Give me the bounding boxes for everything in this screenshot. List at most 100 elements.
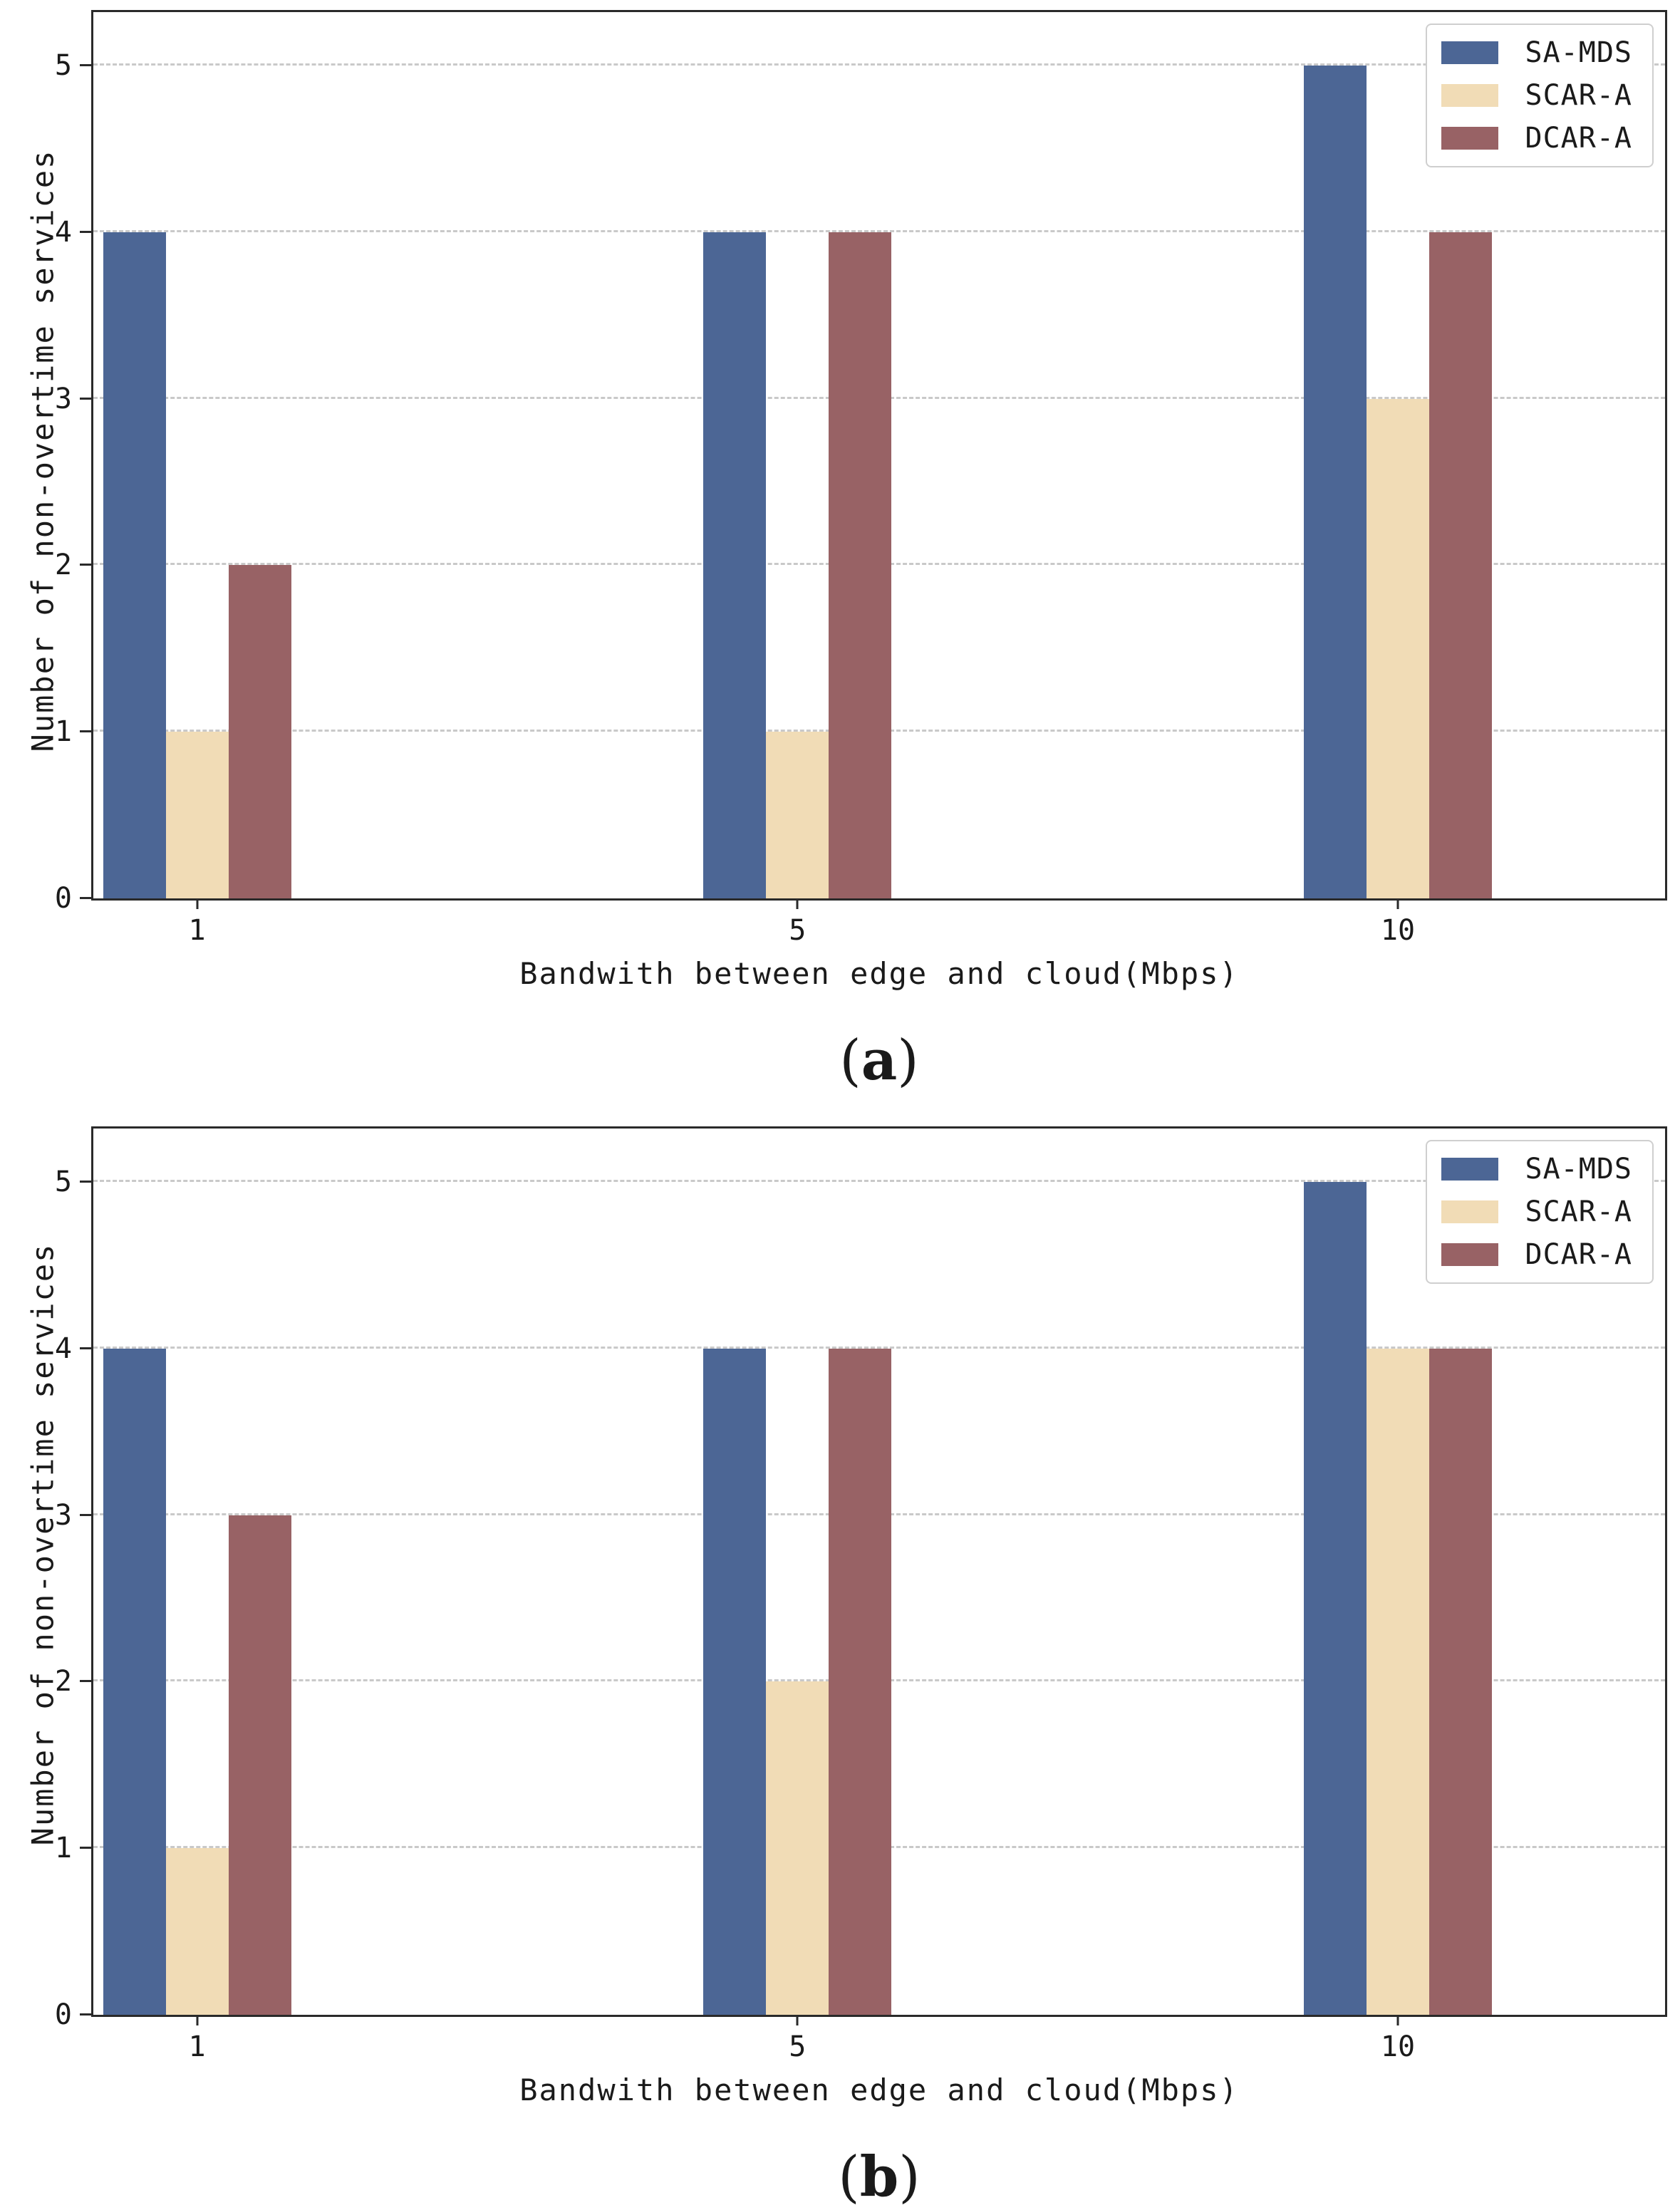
legend-swatch-icon [1441,1243,1498,1266]
y-tick-label: 5 [54,48,72,82]
legend: SA-MDS SCAR-A DCAR-A [1425,1140,1654,1284]
legend-swatch-icon [1441,1200,1498,1223]
legend-item-scar-a: SCAR-A [1441,79,1633,112]
caption-open-paren: ( [839,1029,861,1093]
caption-open-paren: ( [838,2145,860,2209]
gridline [93,63,1665,66]
y-tick-mark [80,397,91,400]
bar-dcar-a-5 [829,232,892,898]
bar-sa-mds-1 [103,1348,166,2015]
bar-scar-a-1 [165,732,229,898]
y-tick-label: 1 [54,1832,72,1865]
caption-letter: b [859,2144,899,2209]
bar-dcar-a-1 [228,1515,291,2015]
bar-sa-mds-1 [103,232,166,898]
y-tick-label: 0 [54,1998,72,2031]
y-tick-mark [80,2013,91,2016]
gridline [93,1179,1665,1182]
y-tick-mark [80,1680,91,1683]
y-tick-mark [80,1180,91,1183]
x-tick-label: 5 [789,2030,807,2063]
legend-label: DCAR-A [1525,1238,1632,1271]
y-tick-mark [80,730,91,733]
bar-scar-a-5 [766,1681,829,2015]
bar-sa-mds-5 [703,232,767,898]
y-tick-mark [80,230,91,233]
y-tick-label: 2 [54,549,72,582]
y-tick-mark [80,564,91,566]
x-tick-label: 10 [1380,2030,1416,2063]
legend-item-sa-mds: SA-MDS [1441,36,1633,69]
x-axis-label: Bandwith between edge and cloud(Mbps) [519,2072,1239,2107]
x-tick-label: 10 [1380,914,1416,947]
y-tick-label: 4 [54,1332,72,1365]
legend-swatch-icon [1441,1158,1498,1181]
plot-area: 0 1 2 3 4 5 1 5 10 SA-MDS SCAR-A DCAR-A [55,1126,1667,2063]
caption-close-paren: ) [898,2145,921,2209]
y-tick-label: 4 [54,215,72,249]
legend-item-scar-a: SCAR-A [1441,1195,1633,1228]
x-tick-mark [1396,2017,1399,2025]
y-tick-label: 5 [54,1165,72,1198]
plot-area: 0 1 2 3 4 5 1 5 10 SA-MDS SCAR-A DCAR-A [55,10,1667,947]
bar-group-10 [1303,1129,1492,2015]
bar-dcar-a-1 [228,565,291,898]
bar-dcar-a-10 [1428,232,1492,898]
bar-scar-a-1 [165,1848,229,2015]
panel-caption: (b) [91,2144,1667,2210]
y-tick-label: 0 [54,882,72,915]
gridline [93,1346,1665,1349]
gridline [93,229,1665,232]
y-tick-mark [80,1347,91,1349]
bar-scar-a-10 [1366,1348,1429,2015]
y-tick-mark [80,1513,91,1516]
y-tick-mark [80,63,91,66]
legend: SA-MDS SCAR-A DCAR-A [1425,24,1654,167]
legend-swatch-icon [1441,41,1498,64]
legend-swatch-icon [1441,127,1498,150]
y-tick-label: 3 [54,1498,72,1532]
x-tick-mark [796,901,799,909]
y-tick-mark [80,897,91,899]
x-tick-label: 1 [188,914,206,947]
bar-group-1 [103,12,291,898]
legend-label: SA-MDS [1525,1153,1632,1186]
bar-group-5 [703,1129,892,2015]
x-tick-label: 5 [789,914,807,947]
bar-group-1 [103,1129,291,2015]
y-tick-mark [80,1847,91,1850]
legend-label: SCAR-A [1525,1195,1632,1228]
bar-group-10 [1303,12,1492,898]
y-axis-label-wrap: Number of non-overtime services [21,0,64,901]
panel-caption: (a) [91,1028,1667,1094]
legend-label: DCAR-A [1525,122,1632,155]
y-tick-label: 2 [54,1665,72,1698]
legend-item-dcar-a: DCAR-A [1441,122,1633,155]
bar-group-5 [703,12,892,898]
legend-swatch-icon [1441,84,1498,107]
y-tick-label: 3 [54,382,72,415]
bar-scar-a-10 [1366,398,1429,898]
bar-scar-a-5 [766,732,829,898]
y-tick-label: 1 [54,715,72,749]
bar-sa-mds-10 [1303,65,1367,898]
legend-item-sa-mds: SA-MDS [1441,1153,1633,1186]
x-tick-label: 1 [188,2030,206,2063]
legend-item-dcar-a: DCAR-A [1441,1238,1633,1271]
caption-letter: a [861,1028,898,1093]
bar-dcar-a-10 [1428,1348,1492,2015]
x-tick-mark [196,2017,199,2025]
x-tick-mark [1396,901,1399,909]
bar-sa-mds-5 [703,1348,767,2015]
bar-sa-mds-10 [1303,1181,1367,2015]
x-tick-mark [796,2017,799,2025]
x-axis-label: Bandwith between edge and cloud(Mbps) [519,956,1239,991]
legend-label: SCAR-A [1525,79,1632,112]
caption-close-paren: ) [897,1029,919,1093]
x-tick-mark [196,901,199,909]
chart-panel-a: Number of non-overtime services 0 1 2 3 4 5 1 5… [0,0,1680,1094]
legend-label: SA-MDS [1525,36,1632,69]
bar-dcar-a-5 [829,1348,892,2015]
